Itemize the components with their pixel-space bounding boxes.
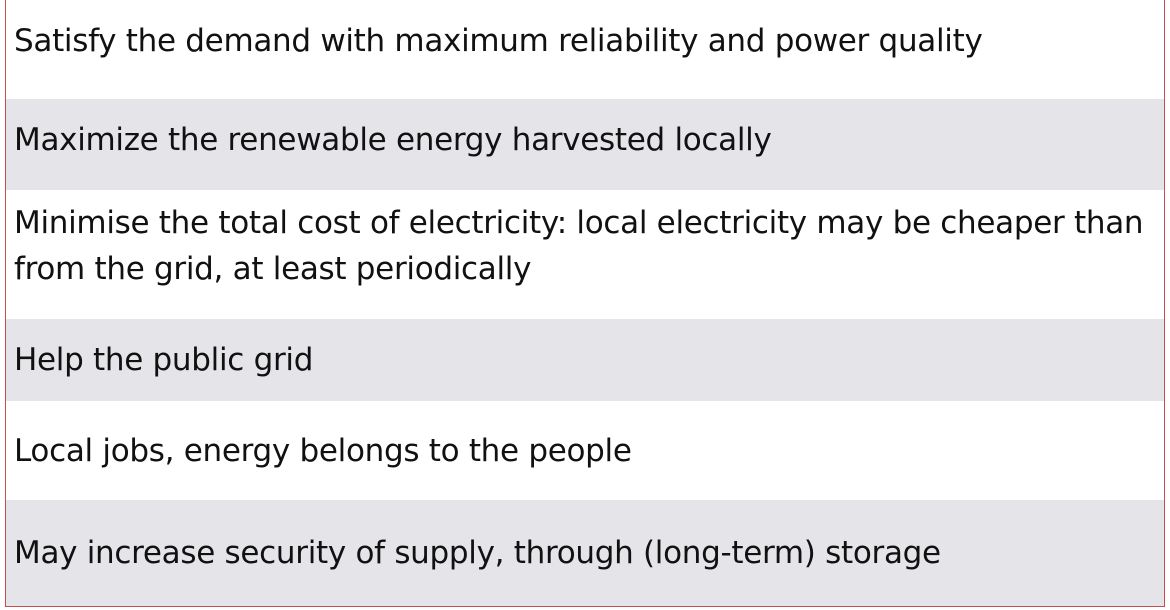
row-text: Local jobs, energy belongs to the people xyxy=(14,432,632,469)
table-bottom-border xyxy=(5,606,1165,607)
row-text: May increase security of supply, through… xyxy=(14,535,941,571)
table-row: Maximize the renewable energy harvested … xyxy=(6,99,1164,190)
row-text: Maximize the renewable energy harvested … xyxy=(14,122,772,158)
row-text: Satisfy the demand with maximum reliabil… xyxy=(14,23,983,59)
table-row: May increase security of supply, through… xyxy=(6,500,1164,606)
table-row: Local jobs, energy belongs to the people xyxy=(6,401,1164,500)
row-text: Minimise the total cost of electricity: … xyxy=(14,205,1144,287)
table-row: Satisfy the demand with maximum reliabil… xyxy=(6,0,1164,99)
table-row: Help the public grid xyxy=(6,319,1164,401)
row-text: Help the public grid xyxy=(14,342,314,378)
objectives-table: Satisfy the demand with maximum reliabil… xyxy=(5,0,1165,606)
table-row: Minimise the total cost of electricity: … xyxy=(6,190,1164,319)
